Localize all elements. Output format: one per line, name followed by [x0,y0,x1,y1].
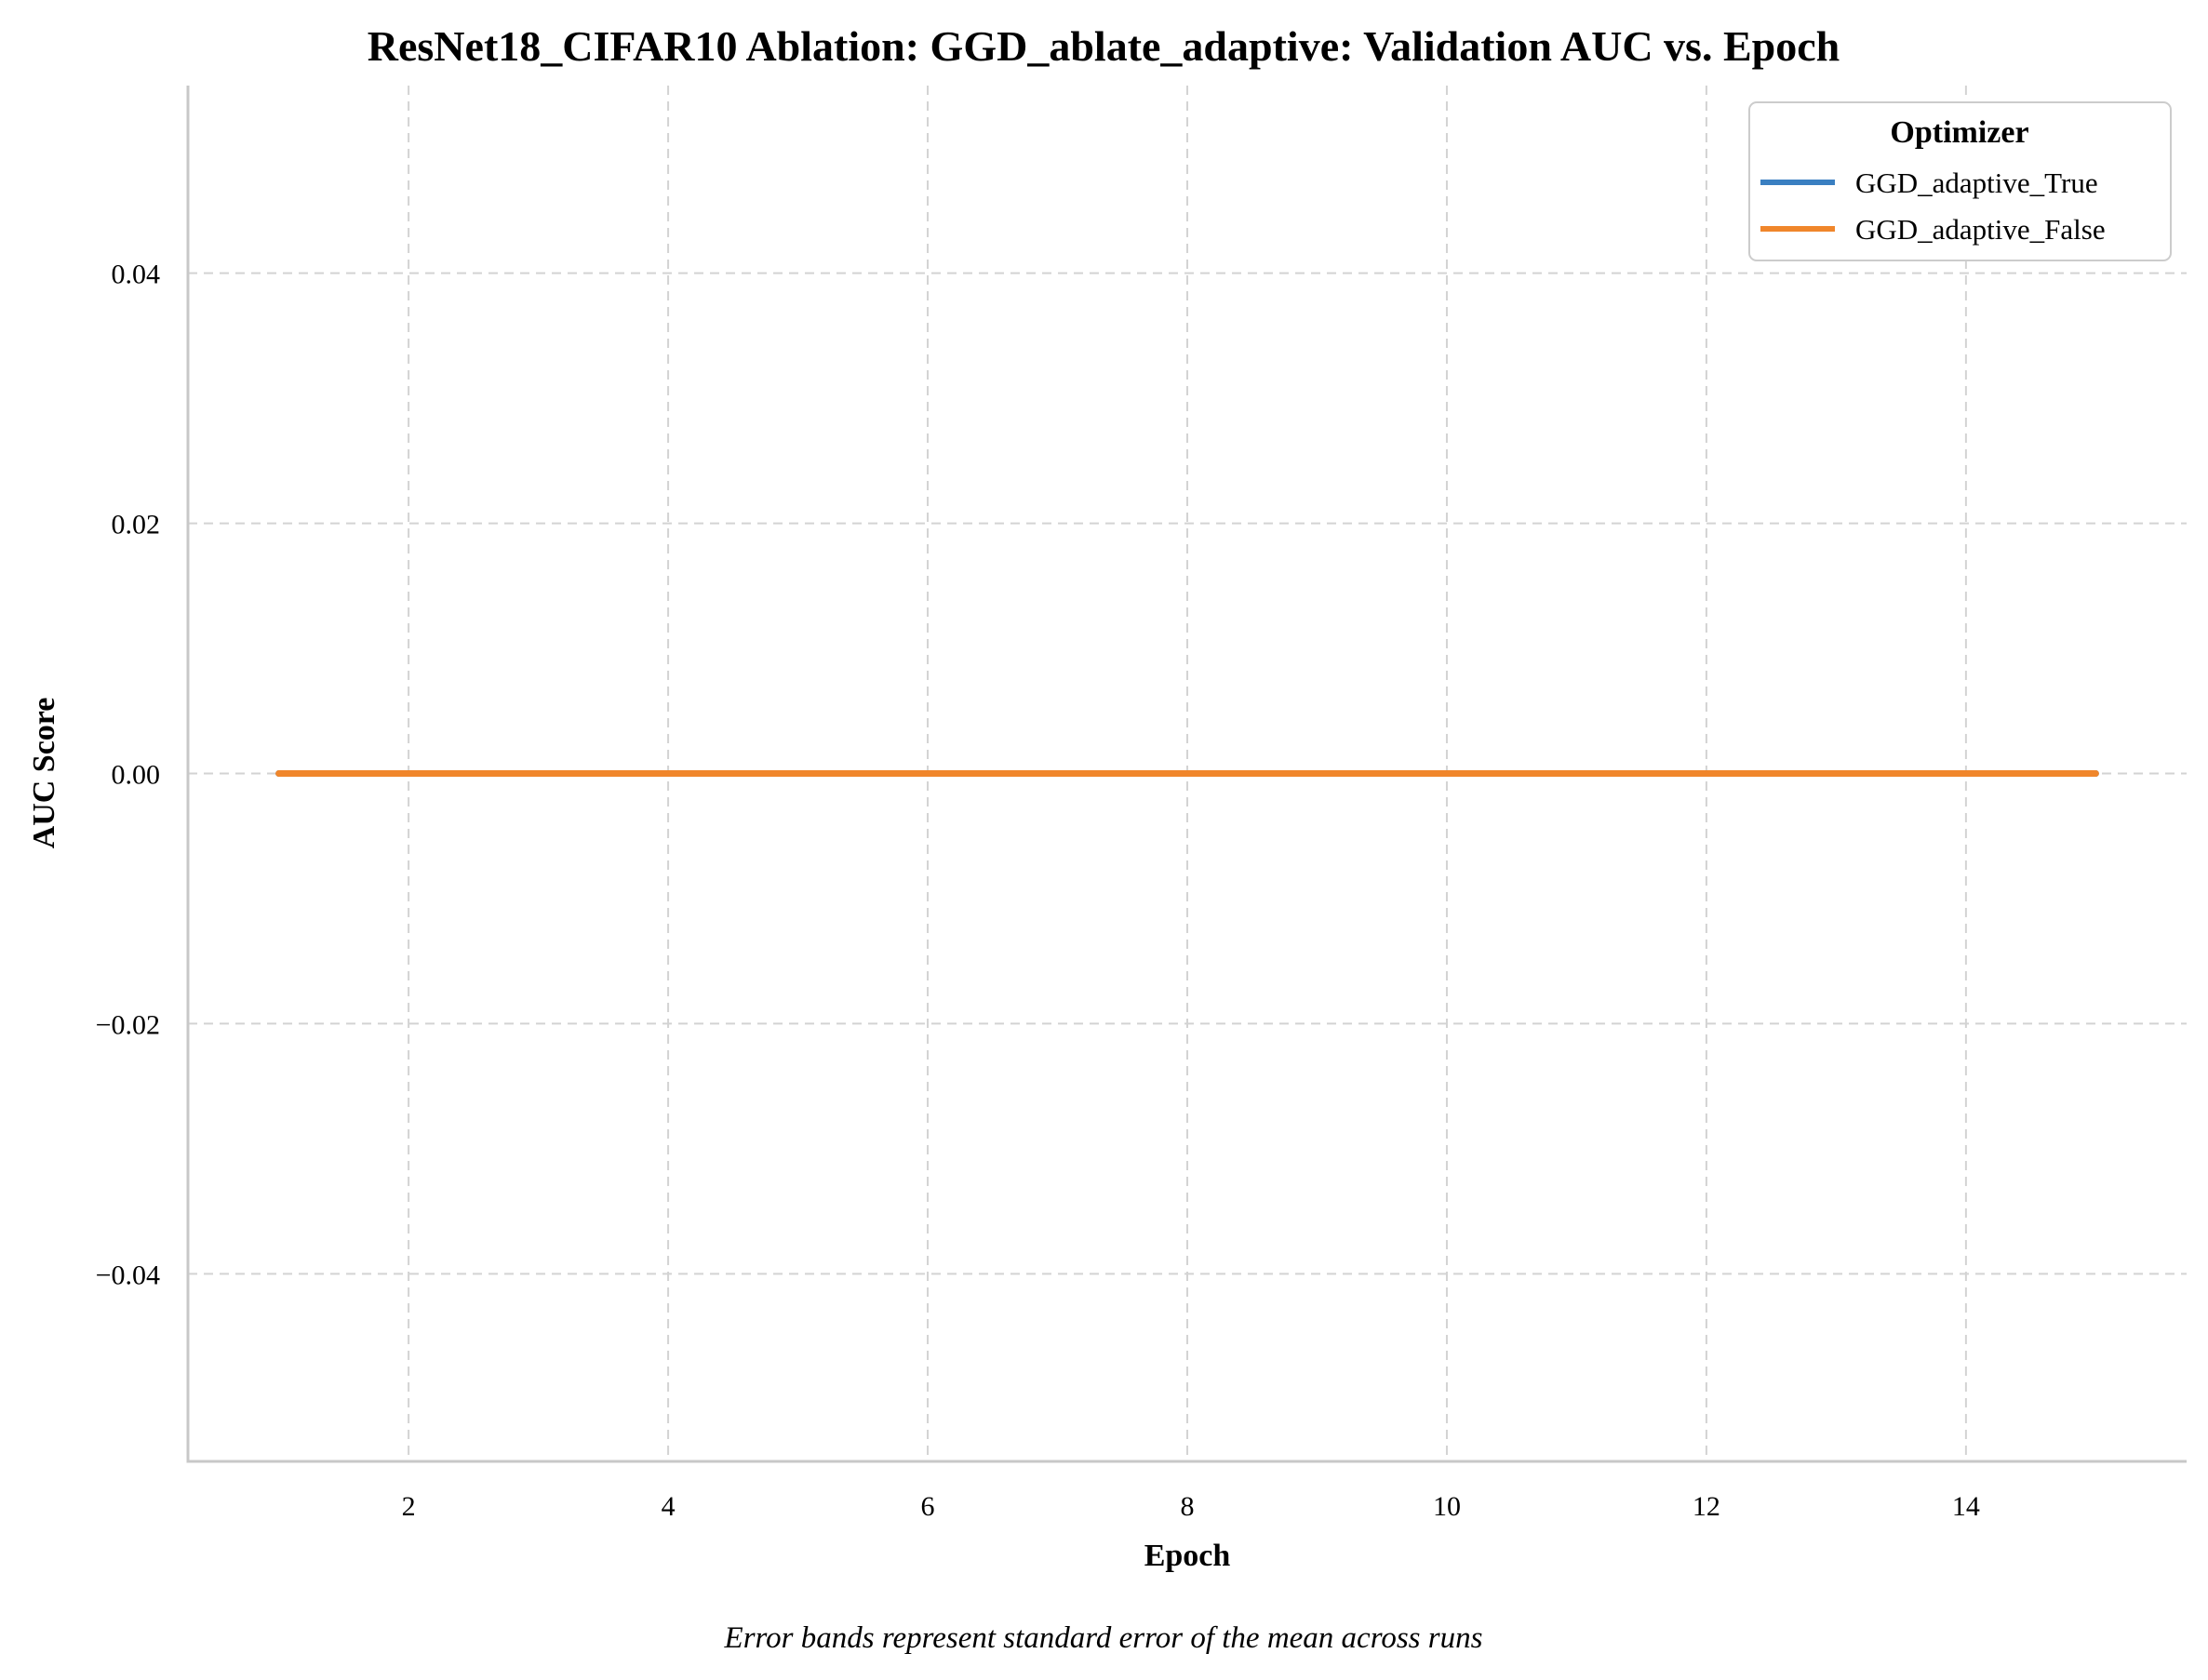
chart-title: ResNet18_CIFAR10 Ablation: GGD_ablate_ad… [368,22,1840,70]
y-tick-label: 0.04 [112,260,161,290]
x-tick-label: 8 [1181,1491,1195,1522]
y-tick-label: 0.00 [112,760,161,791]
x-axis-label: Epoch [1144,1539,1231,1573]
chart-caption: Error bands represent standard error of … [724,1621,1483,1655]
legend-label-ggd-adaptive-true: GGD_adaptive_True [1855,167,2098,199]
legend-title: Optimizer [1890,115,2028,150]
x-tick-labels: 2 4 6 8 10 12 14 [402,1491,1980,1522]
x-tick-label: 12 [1693,1491,1720,1522]
x-tick-label: 10 [1433,1491,1461,1522]
y-axis-label: AUC Score [27,698,61,849]
x-tick-label: 14 [1952,1491,1980,1522]
x-tick-label: 4 [662,1491,676,1522]
y-tick-label: 0.02 [112,510,161,540]
y-tick-label: −0.02 [96,1009,160,1040]
x-tick-label: 6 [921,1491,935,1522]
x-tick-label: 2 [402,1491,416,1522]
legend: Optimizer GGD_adaptive_True GGD_adaptive… [1748,101,2172,261]
y-tick-labels: 0.04 0.02 0.00 −0.02 −0.04 [96,260,160,1291]
axis-spines [186,86,2187,1463]
legend-frame [1748,101,2172,261]
legend-label-ggd-adaptive-false: GGD_adaptive_False [1855,213,2106,246]
y-tick-label: −0.04 [96,1260,160,1290]
